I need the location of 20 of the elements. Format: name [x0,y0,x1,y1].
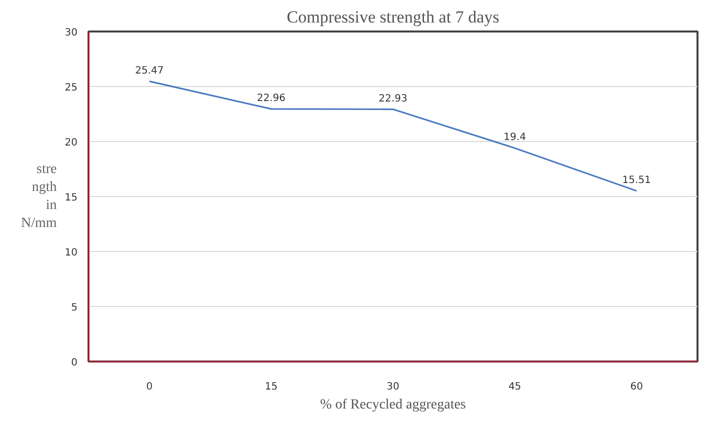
data-label: 25.47 [135,65,164,76]
y-tick-label: 30 [64,28,78,38]
x-axis-title: % of Recycled aggregates [320,398,466,412]
y-tick-label: 5 [71,302,78,314]
y-tick-label: 15 [64,192,78,204]
x-tick-label: 0 [146,382,153,392]
x-tick-label: 45 [508,382,522,392]
data-label: 15.51 [622,174,651,186]
y-tick-label: 0 [71,358,78,368]
y-tick-label: 25 [64,82,78,94]
y-axis-title: strength in N/mm [20,162,57,231]
x-tick-label: 60 [630,382,643,392]
y-tick-label: 10 [64,248,78,258]
data-label: 22.96 [256,92,286,104]
chart-title: Compressive strength at 7 days [286,8,500,26]
data-label: 19.4 [504,132,526,144]
x-tick-label: 15 [264,382,278,392]
x-tick-label: 30 [386,382,400,392]
data-label: 22.93 [378,93,408,104]
y-tick-label: 20 [64,138,78,148]
